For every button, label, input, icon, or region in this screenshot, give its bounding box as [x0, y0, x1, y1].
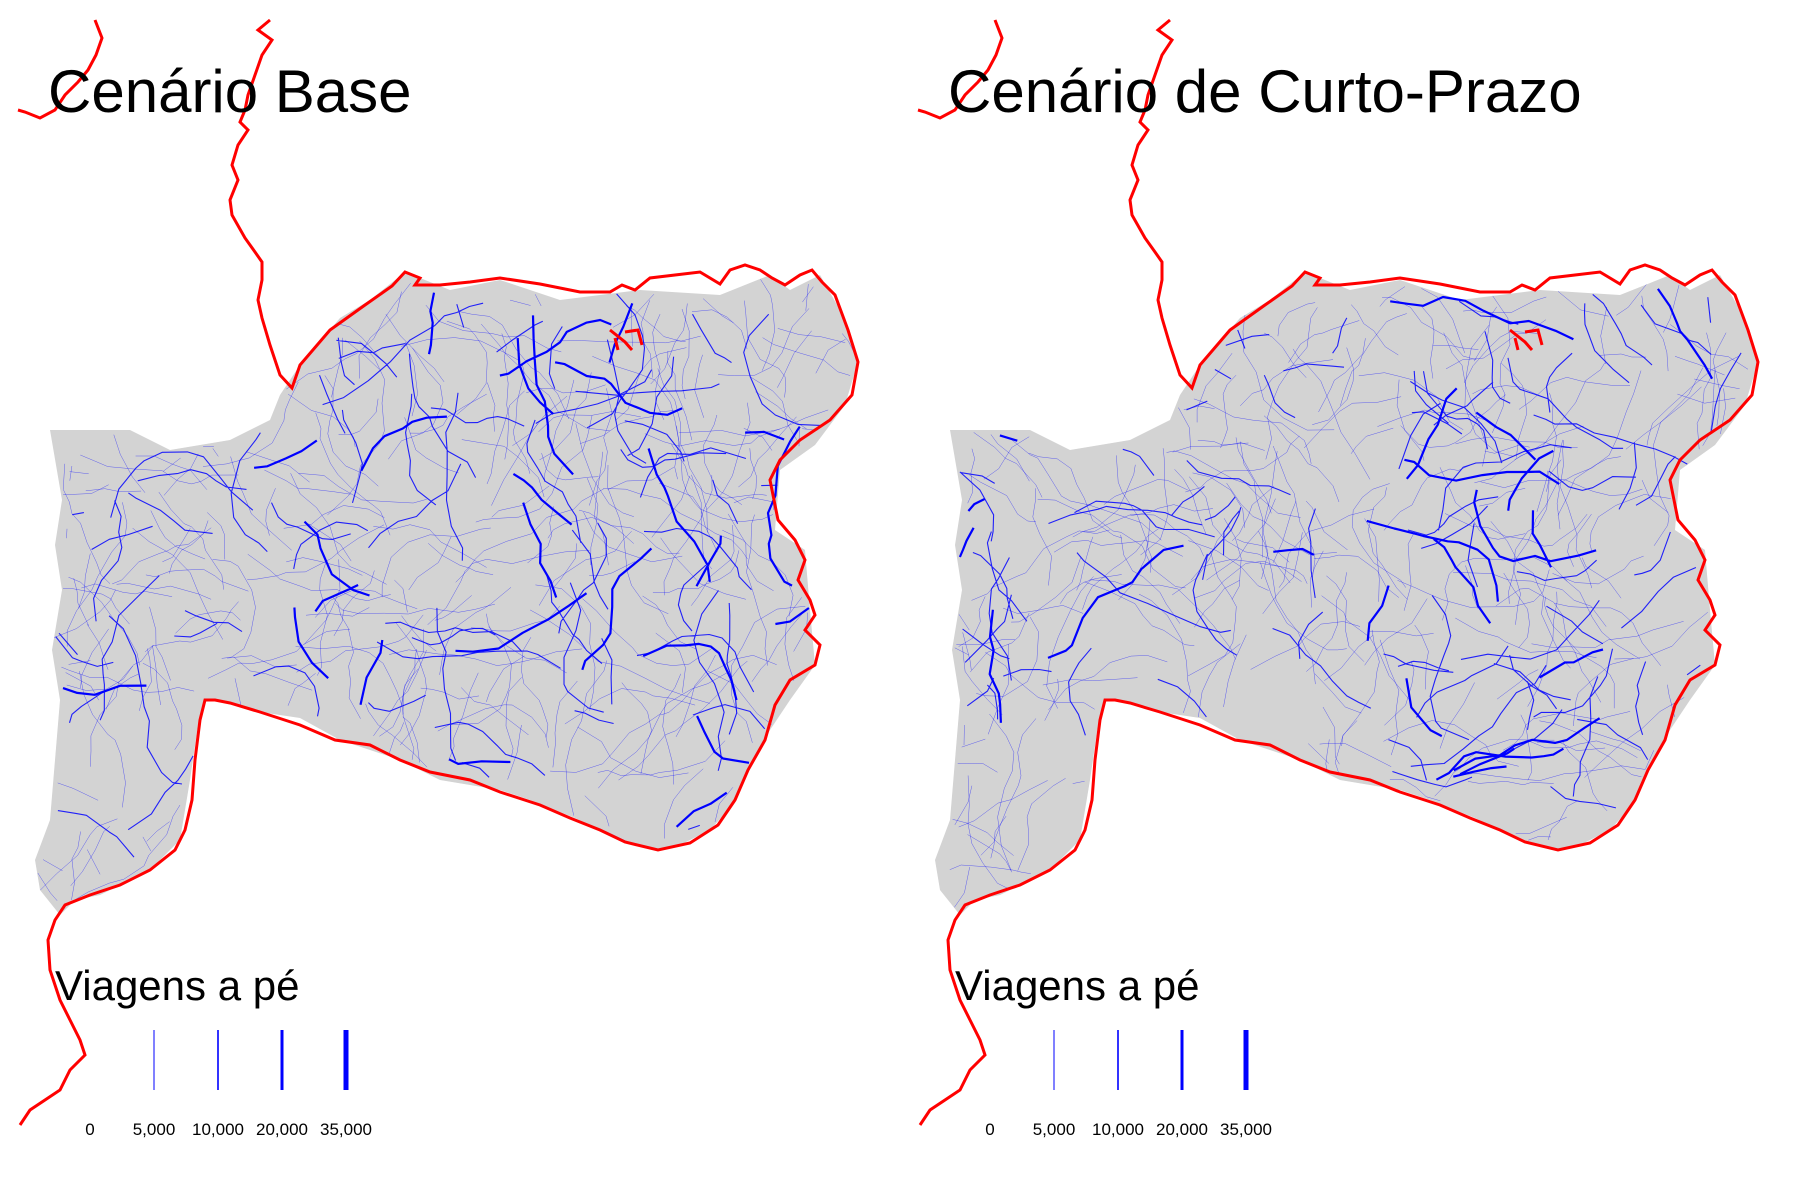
study-area-boundary	[917, 18, 1760, 1126]
map-panel-short-term: Cenário de Curto-Prazo Viagens a pé 0 5,…	[900, 0, 1800, 1200]
legend-label: 5,000	[1032, 1120, 1076, 1139]
panel-title: Cenário Base	[48, 58, 412, 125]
study-area-boundary	[17, 18, 860, 1126]
region-shape	[35, 272, 858, 915]
legend-labels: 0 5,000 10,000 20,000 35,000	[900, 1120, 1320, 1144]
legend-label: 20,000	[1156, 1120, 1208, 1139]
legend-title: Viagens a pé	[55, 962, 300, 1009]
walking-flow-network	[949, 284, 1749, 908]
legend-labels: 0 5,000 10,000 20,000 35,000	[0, 1120, 420, 1144]
flow-segments	[959, 293, 1742, 809]
region-shape	[935, 272, 1758, 915]
legend-label: 35,000	[320, 1120, 372, 1139]
legend-label: 20,000	[256, 1120, 308, 1139]
panel-title: Cenário de Curto-Prazo	[948, 58, 1582, 125]
legend-label: 0	[85, 1120, 95, 1139]
map-canvas	[917, 18, 1760, 1126]
flow-segments	[55, 293, 821, 858]
legend-keys	[1053, 1030, 1249, 1090]
legend-label: 0	[985, 1120, 995, 1139]
legend-label: 10,000	[192, 1120, 244, 1139]
legend-label: 5,000	[132, 1120, 176, 1139]
flow-segments	[958, 288, 1714, 781]
map-panel-base: Cenário Base Viagens a pé 0 5,000 10,000…	[0, 18, 860, 1144]
legend-label: 10,000	[1092, 1120, 1144, 1139]
map-canvas	[17, 18, 860, 1126]
legend-title: Viagens a pé	[955, 962, 1200, 1009]
legend-keys	[153, 1030, 349, 1090]
legend-label: 35,000	[1220, 1120, 1272, 1139]
